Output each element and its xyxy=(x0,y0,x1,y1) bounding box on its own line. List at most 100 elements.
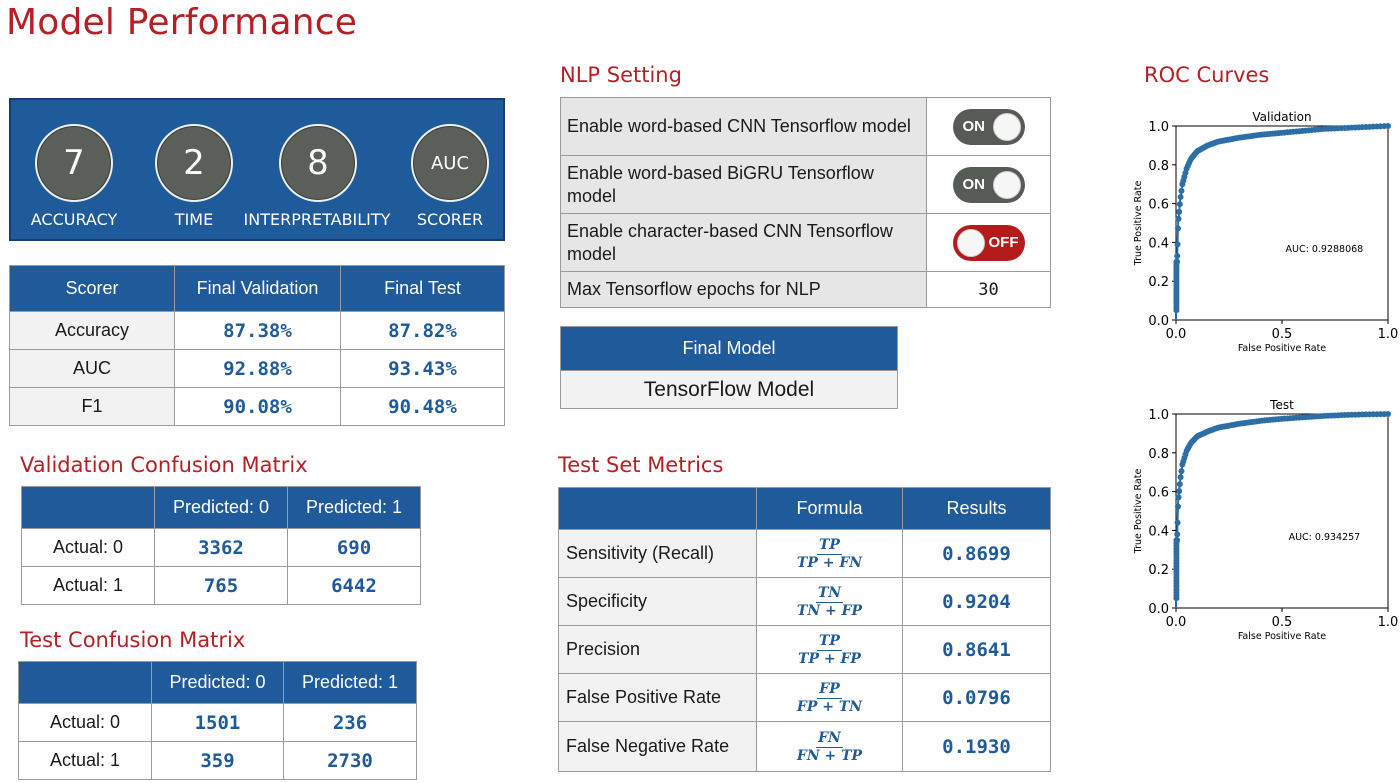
y-tick-label: 0.6 xyxy=(1148,486,1169,501)
x-tick-label: 0.0 xyxy=(1166,327,1187,342)
scorer-name: Accuracy xyxy=(9,311,175,350)
roc-point xyxy=(1174,241,1181,248)
toggle-knob xyxy=(992,112,1021,141)
interpretability-dial[interactable]: 8 xyxy=(279,124,357,202)
char-cnn-toggle[interactable]: OFF xyxy=(952,224,1025,261)
table-row: Enable word-based BiGRU Tensorflow model… xyxy=(560,155,1051,214)
final-model-value: TensorFlow Model xyxy=(560,370,898,409)
formula-denominator: FN + TP xyxy=(796,747,863,764)
matrix-cell: 2730 xyxy=(283,741,417,780)
roc-point xyxy=(1175,215,1182,222)
table-row: Max Tensorflow epochs for NLP 30 xyxy=(560,271,1051,308)
table-row: Enable word-based CNN Tensorflow model O… xyxy=(560,97,1051,156)
metric-name: Precision xyxy=(558,625,757,674)
time-dial[interactable]: 2 xyxy=(155,124,233,202)
actual-label: Actual: 0 xyxy=(18,703,152,742)
chart-title: Test xyxy=(1269,398,1294,412)
matrix-cell: 765 xyxy=(154,566,288,605)
scorer-label: SCORER xyxy=(416,210,484,229)
roc-point xyxy=(1178,468,1185,475)
table-row: Enable character-based CNN Tensorflow mo… xyxy=(560,213,1051,272)
formula-cell: TP TP + FP xyxy=(756,625,903,674)
x-tick-label: 1.0 xyxy=(1378,615,1398,630)
final-validation-header: Final Validation xyxy=(174,265,341,312)
y-tick-label: 1.0 xyxy=(1148,408,1169,423)
roc-point xyxy=(1174,503,1181,510)
setting-label: Enable word-based CNN Tensorflow model xyxy=(560,97,927,156)
max-epochs-value[interactable]: 30 xyxy=(926,271,1051,308)
y-axis-label: True Positive Rate xyxy=(1133,469,1144,555)
interpretability-label: INTERPRETABILITY xyxy=(243,210,391,229)
metric-result: 0.9204 xyxy=(902,577,1051,626)
experiment-settings-panel: 7 2 8 AUC ACCURACY TIME INTERPRETABILITY… xyxy=(9,98,505,241)
final-test-header: Final Test xyxy=(340,265,505,312)
test-score: 93.43% xyxy=(340,349,505,388)
formula-numerator: TP xyxy=(817,536,842,555)
table-row: Actual: 0 3362 690 xyxy=(21,528,421,567)
x-tick-label: 0.0 xyxy=(1166,615,1187,630)
setting-label: Max Tensorflow epochs for NLP xyxy=(560,271,927,308)
validation-score: 87.38% xyxy=(174,311,341,350)
matrix-cell: 359 xyxy=(151,741,284,780)
test-score: 90.48% xyxy=(340,387,505,426)
test-roc-chart: Test 0.0 0.2 0.4 0.6 0.8 1.0 0.0 0.5 1.0 False Pos… xyxy=(1133,398,1398,642)
scorer-dial[interactable]: AUC xyxy=(411,124,489,202)
metric-name: False Negative Rate xyxy=(558,721,757,772)
scorer-header: Scorer xyxy=(9,265,175,312)
metric-result: 0.0796 xyxy=(902,673,1051,722)
final-model-header: Final Model xyxy=(560,326,898,371)
roc-point xyxy=(1174,537,1181,544)
formula-denominator: TN + FP xyxy=(796,602,863,619)
validation-confusion-title: Validation Confusion Matrix xyxy=(20,453,308,477)
validation-score: 90.08% xyxy=(174,387,341,426)
word-bigru-toggle[interactable]: ON xyxy=(952,166,1025,203)
results-header: Results xyxy=(902,487,1051,530)
predicted-1-header: Predicted: 1 xyxy=(283,661,417,704)
actual-label: Actual: 1 xyxy=(18,741,152,780)
y-tick-label: 0.8 xyxy=(1148,447,1169,462)
toggle-state: ON xyxy=(962,175,986,193)
roc-point xyxy=(1176,208,1183,215)
formula-cell: FN FN + TP xyxy=(756,721,903,772)
formula-numerator: TP xyxy=(817,632,842,651)
test-confusion-title: Test Confusion Matrix xyxy=(20,628,246,652)
metric-name: Sensitivity (Recall) xyxy=(558,529,757,578)
matrix-cell: 6442 xyxy=(287,566,421,605)
validation-score: 92.88% xyxy=(174,349,341,388)
corner-header xyxy=(21,486,155,529)
word-cnn-toggle[interactable]: ON xyxy=(952,108,1025,145)
formula-denominator: TP + FN xyxy=(796,554,863,571)
chart-title: Validation xyxy=(1252,110,1311,124)
final-model-table: Final Model TensorFlow Model xyxy=(560,326,898,409)
metric-name: Specificity xyxy=(558,577,757,626)
table-row: Precision TP TP + FP 0.8641 xyxy=(558,625,1051,674)
accuracy-dial[interactable]: 7 xyxy=(35,124,113,202)
formula-cell: FP FP + TN xyxy=(756,673,903,722)
x-axis-label: False Positive Rate xyxy=(1238,343,1326,354)
x-axis-label: False Positive Rate xyxy=(1238,631,1326,642)
toggle-state: OFF xyxy=(988,233,1019,251)
scorer-name: AUC xyxy=(9,349,175,388)
y-tick-label: 1.0 xyxy=(1148,120,1169,135)
metric-name: False Positive Rate xyxy=(558,673,757,722)
roc-point xyxy=(1175,494,1182,501)
actual-label: Actual: 1 xyxy=(21,566,155,605)
metric-result: 0.8641 xyxy=(902,625,1051,674)
matrix-cell: 690 xyxy=(287,528,421,567)
roc-point xyxy=(1176,481,1183,488)
setting-label: Enable word-based BiGRU Tensorflow model xyxy=(560,155,927,214)
table-row: False Negative Rate FN FN + TP 0.1930 xyxy=(558,721,1051,772)
metric-result: 0.8699 xyxy=(902,529,1051,578)
roc-point xyxy=(1174,258,1181,265)
roc-point xyxy=(1178,187,1185,194)
plot-frame xyxy=(1175,125,1389,321)
toggle-state: ON xyxy=(962,117,986,135)
nlp-setting-title: NLP Setting xyxy=(560,63,682,87)
roc-point xyxy=(1174,253,1181,260)
toggle-knob xyxy=(956,228,985,257)
matrix-cell: 1501 xyxy=(151,703,284,742)
matrix-cell: 3362 xyxy=(154,528,288,567)
roc-curves-title: ROC Curves xyxy=(1144,63,1270,87)
y-tick-label: 0.4 xyxy=(1148,524,1169,539)
page-title: Model Performance xyxy=(6,2,358,43)
